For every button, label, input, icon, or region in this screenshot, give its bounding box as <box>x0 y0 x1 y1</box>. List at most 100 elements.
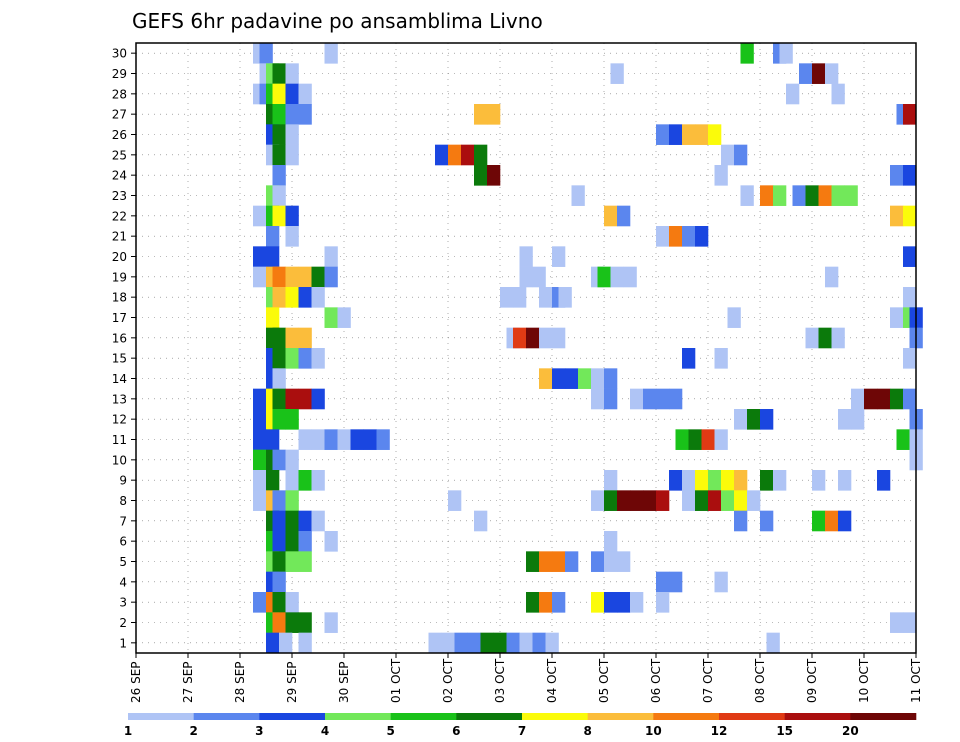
heatmap-cell <box>526 551 540 572</box>
heatmap-cell <box>285 144 299 166</box>
heatmap-cell <box>539 287 553 308</box>
heatmap-cell <box>734 470 748 491</box>
heatmap-cell <box>779 43 793 64</box>
heatmap-cell <box>682 470 696 491</box>
colorbar-label: 12 <box>711 724 728 738</box>
heatmap-cell <box>253 429 267 450</box>
heatmap-cell <box>324 429 338 450</box>
y-tick-label: 5 <box>119 555 127 569</box>
heatmap-cell <box>656 592 670 613</box>
heatmap-cell <box>552 327 566 349</box>
heatmap-cell <box>591 368 605 389</box>
heatmap-cell <box>311 287 325 308</box>
heatmap-cell <box>298 266 312 288</box>
heatmap-cell <box>311 348 325 369</box>
heatmap-cell <box>688 429 702 450</box>
heatmap-cell <box>266 246 280 267</box>
heatmap-cell <box>539 368 553 389</box>
heatmap-cell <box>565 551 579 572</box>
heatmap-cell <box>272 368 286 389</box>
y-tick-label: 17 <box>112 311 127 325</box>
x-tick-label: 04 OCT <box>545 658 559 703</box>
heatmap-cell <box>831 327 845 349</box>
heatmap-cell <box>734 409 748 430</box>
heatmap-cell <box>272 551 286 572</box>
heatmap-cell <box>734 510 748 532</box>
heatmap-cell <box>714 348 728 369</box>
heatmap-cell <box>519 632 533 654</box>
heatmap-cell <box>285 490 299 511</box>
heatmap-cell <box>350 429 364 450</box>
x-tick-label: 30 SEP <box>337 661 351 703</box>
heatmap-cell <box>727 307 741 328</box>
heatmap-cell <box>272 205 286 227</box>
x-tick-label: 08 OCT <box>753 658 767 703</box>
heatmap-cell <box>604 551 618 572</box>
heatmap-cell <box>760 470 774 491</box>
heatmap-cell <box>890 388 904 410</box>
colorbar-label: 15 <box>776 724 793 738</box>
x-tick-label: 02 OCT <box>441 658 455 703</box>
heatmap-cell <box>493 632 507 654</box>
heatmap-cell <box>285 327 299 349</box>
heatmap-cell <box>272 592 286 613</box>
y-tick-label: 28 <box>112 87 127 101</box>
y-tick-label: 11 <box>112 433 127 447</box>
colorbar-swatch <box>325 713 391 720</box>
heatmap-cell <box>643 388 657 410</box>
heatmap-cell <box>285 592 299 613</box>
heatmap-cell <box>506 632 520 654</box>
heatmap-cell <box>604 490 618 511</box>
y-tick-label: 24 <box>112 169 127 183</box>
heatmap-cell <box>253 205 267 227</box>
heatmap-cell <box>565 368 579 389</box>
heatmap-cell <box>825 63 839 84</box>
heatmap-cell <box>311 429 325 450</box>
heatmap-cell <box>714 429 728 450</box>
heatmap-cell <box>272 388 286 410</box>
heatmap-cell <box>285 205 299 227</box>
heatmap-cell <box>298 104 312 125</box>
heatmap-cell <box>253 409 267 430</box>
plot-frame <box>135 42 917 654</box>
colorbar-swatch <box>719 713 785 720</box>
heatmap-cell <box>656 571 670 593</box>
heatmap-cell <box>467 632 481 654</box>
heatmap-cell <box>272 287 286 308</box>
heatmap-cell <box>285 531 299 552</box>
heatmap-cell <box>877 470 891 491</box>
heatmap-cell <box>279 632 293 654</box>
heatmap-cell <box>272 531 286 552</box>
heatmap-cell <box>721 144 735 166</box>
colorbar-label: 6 <box>452 724 460 738</box>
heatmap-cell <box>337 429 351 450</box>
heatmap-cell <box>272 571 286 593</box>
heatmap-cell <box>285 551 299 572</box>
heatmap-cell <box>760 409 774 430</box>
colorbar-label: 5 <box>386 724 394 738</box>
y-tick-label: 10 <box>112 453 127 467</box>
heatmap-cell <box>298 632 312 654</box>
heatmap-cell <box>272 449 286 471</box>
y-tick-label: 2 <box>119 616 127 630</box>
heatmap-cell <box>474 104 488 125</box>
heatmap-cell <box>734 144 748 166</box>
heatmap-cell <box>285 510 299 532</box>
heatmap-cell <box>298 287 312 308</box>
heatmap-cell <box>844 185 858 206</box>
heatmap-cell <box>324 43 338 64</box>
heatmap-cell <box>695 470 709 491</box>
heatmap-cell <box>272 165 286 186</box>
heatmap-cell <box>253 592 267 613</box>
heatmap-cell <box>266 307 280 328</box>
heatmap-cell <box>630 592 644 613</box>
heatmap-cell <box>805 327 819 349</box>
x-tick-label: 28 SEP <box>233 661 247 703</box>
heatmap-cell <box>682 348 696 369</box>
heatmap-cell <box>682 124 696 145</box>
chart-title: GEFS 6hr padavine po ansamblima Livno <box>132 9 543 33</box>
colorbar-label: 1 <box>124 724 132 738</box>
heatmap-cell <box>298 531 312 552</box>
heatmap-cell <box>448 490 462 511</box>
y-tick-label: 20 <box>112 250 127 264</box>
